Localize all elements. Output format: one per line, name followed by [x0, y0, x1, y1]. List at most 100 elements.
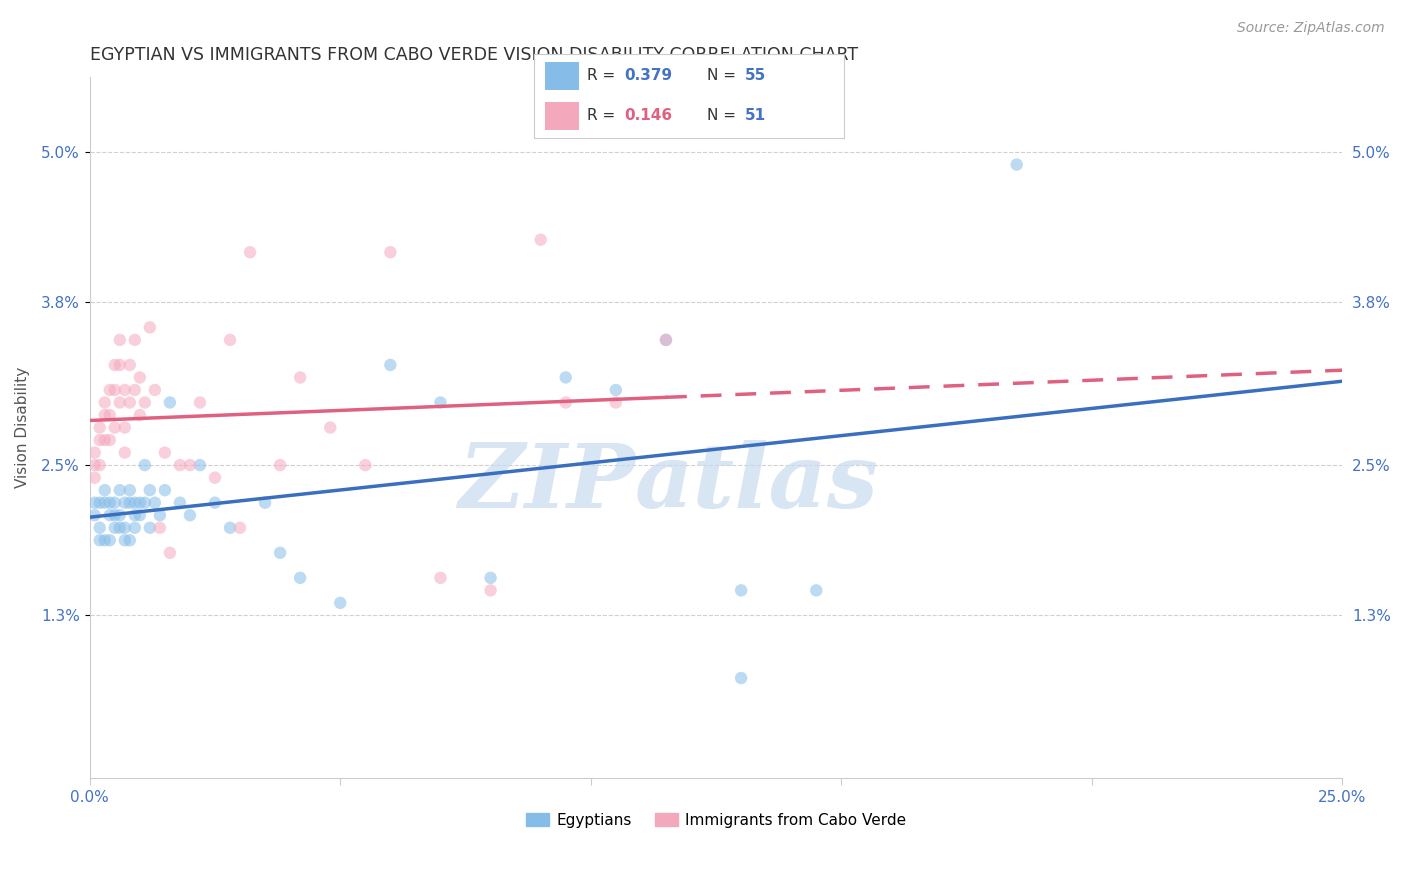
Bar — [546, 62, 579, 90]
Point — [114, 445, 136, 459]
Point — [98, 508, 121, 523]
Point — [118, 395, 141, 409]
Point — [114, 383, 136, 397]
Text: EGYPTIAN VS IMMIGRANTS FROM CABO VERDE VISION DISABILITY CORRELATION CHART: EGYPTIAN VS IMMIGRANTS FROM CABO VERDE V… — [90, 46, 858, 64]
Point — [83, 496, 105, 510]
Point — [89, 420, 111, 434]
Point — [605, 395, 627, 409]
Point — [104, 420, 127, 434]
Point — [139, 320, 162, 334]
Point — [93, 533, 115, 548]
Point — [108, 395, 131, 409]
Point — [288, 370, 311, 384]
Point — [380, 358, 402, 372]
Point — [169, 458, 191, 472]
Point — [380, 245, 402, 260]
Point — [730, 583, 752, 598]
Point — [114, 533, 136, 548]
Point — [153, 445, 176, 459]
Point — [354, 458, 377, 472]
Text: 51: 51 — [745, 108, 766, 123]
Point — [429, 571, 451, 585]
Point — [139, 521, 162, 535]
Point — [254, 496, 277, 510]
Point — [730, 671, 752, 685]
Point — [329, 596, 352, 610]
Point — [89, 458, 111, 472]
Point — [219, 521, 242, 535]
Point — [188, 458, 211, 472]
Point — [83, 445, 105, 459]
Point — [143, 496, 166, 510]
Point — [114, 420, 136, 434]
Point — [108, 483, 131, 498]
Point — [149, 521, 172, 535]
Point — [179, 458, 201, 472]
Text: R =: R = — [586, 69, 620, 84]
Point — [229, 521, 252, 535]
Point — [124, 521, 146, 535]
Text: 0.379: 0.379 — [624, 69, 672, 84]
Point — [239, 245, 262, 260]
Point — [479, 571, 502, 585]
Point — [93, 408, 115, 422]
Point — [134, 395, 156, 409]
Point — [806, 583, 828, 598]
Point — [93, 483, 115, 498]
Y-axis label: Vision Disability: Vision Disability — [15, 367, 30, 488]
Point — [89, 521, 111, 535]
Point — [118, 483, 141, 498]
Point — [83, 458, 105, 472]
Point — [554, 395, 576, 409]
Point — [128, 408, 150, 422]
Point — [114, 521, 136, 535]
Point — [98, 433, 121, 447]
Point — [93, 496, 115, 510]
Point — [118, 533, 141, 548]
Point — [319, 420, 342, 434]
Text: ZIP: ZIP — [458, 441, 634, 527]
Bar — [546, 102, 579, 130]
Point — [429, 395, 451, 409]
Point — [104, 383, 127, 397]
Point — [124, 383, 146, 397]
Point — [118, 496, 141, 510]
Point — [139, 483, 162, 498]
Point — [159, 546, 181, 560]
Point — [98, 533, 121, 548]
Point — [89, 496, 111, 510]
Point — [124, 333, 146, 347]
Point — [655, 333, 678, 347]
Point — [288, 571, 311, 585]
Point — [108, 521, 131, 535]
Point — [655, 333, 678, 347]
Point — [104, 358, 127, 372]
Point — [219, 333, 242, 347]
Point — [89, 433, 111, 447]
Point — [93, 395, 115, 409]
Point — [104, 496, 127, 510]
Point — [104, 521, 127, 535]
Point — [89, 533, 111, 548]
Point — [108, 508, 131, 523]
Point — [108, 333, 131, 347]
Point — [204, 470, 226, 484]
Legend: Egyptians, Immigrants from Cabo Verde: Egyptians, Immigrants from Cabo Verde — [520, 806, 912, 834]
Point — [114, 496, 136, 510]
Point — [108, 358, 131, 372]
Point — [269, 546, 291, 560]
Text: N =: N = — [707, 108, 741, 123]
Point — [149, 508, 172, 523]
Point — [159, 395, 181, 409]
Point — [124, 496, 146, 510]
Point — [128, 370, 150, 384]
Point — [479, 583, 502, 598]
Point — [128, 508, 150, 523]
Point — [128, 496, 150, 510]
Point — [1005, 157, 1028, 171]
Point — [269, 458, 291, 472]
Point — [98, 408, 121, 422]
Text: N =: N = — [707, 69, 741, 84]
Point — [169, 496, 191, 510]
Text: 55: 55 — [745, 69, 766, 84]
